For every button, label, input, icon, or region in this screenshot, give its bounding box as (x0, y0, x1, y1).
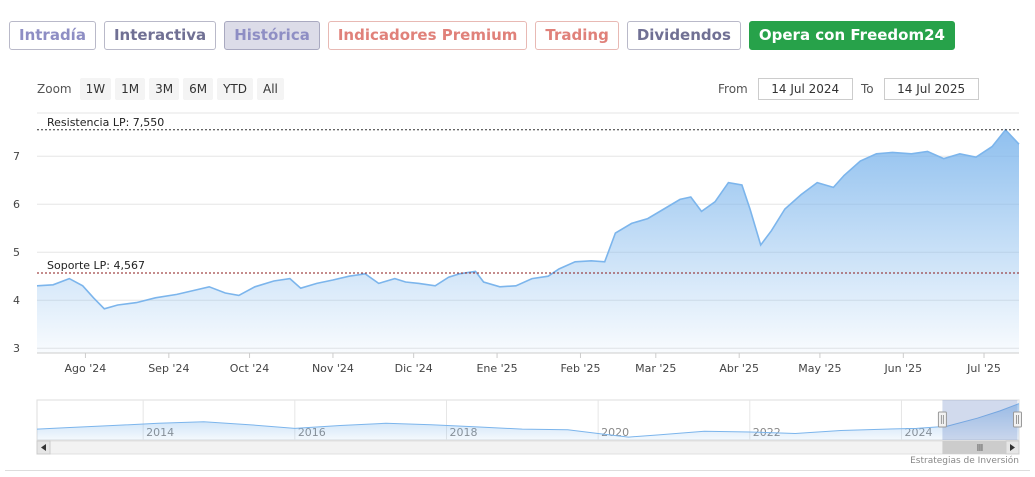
tab-dividendos[interactable]: Dividendos (626, 21, 741, 50)
from-label: From (718, 82, 748, 96)
navigator[interactable]: 201420162018202020222024 (36, 399, 1022, 455)
x-axis: Ago '24 Sep '24 Oct '24 Nov '24 Dic '24 Ene '… (37, 352, 1019, 375)
date-range-from: From 14 Jul 2024 (718, 78, 853, 100)
navigator-selection (942, 400, 1018, 440)
tab-indicadores-premium[interactable]: Indicadores Premium (327, 21, 528, 50)
zoom-all-button[interactable]: All (257, 78, 284, 100)
x-tick-label: Dic '24 (395, 362, 433, 375)
zoom-3m-button[interactable]: 3M (149, 78, 180, 100)
x-tick-label: Ene '25 (476, 362, 517, 375)
series-area-fill (37, 129, 1019, 353)
navigator-right-handle[interactable] (1012, 411, 1022, 428)
x-tick-label: May '25 (798, 362, 841, 375)
chart-tabs: Intradía Interactiva Histórica Indicador… (9, 21, 955, 50)
x-tick-label: Oct '24 (230, 362, 270, 375)
x-tick-label: Jul '25 (966, 362, 1001, 375)
zoom-6m-button[interactable]: 6M (183, 78, 214, 100)
navigator-left-handle[interactable] (937, 411, 947, 428)
arrow-right-icon (1010, 444, 1015, 451)
support-label: Soporte LP: 4,567 (47, 259, 145, 272)
from-date-input[interactable]: 14 Jul 2024 (757, 78, 853, 100)
y-tick-label: 4 (13, 294, 20, 307)
navigator-line (36, 403, 1020, 438)
arrow-left-icon (41, 444, 46, 451)
divider (5, 470, 1030, 471)
tab-historica[interactable]: Histórica (224, 21, 320, 50)
date-range-to: To 14 Jul 2025 (861, 78, 979, 100)
resistance-label: Resistencia LP: 7,550 (47, 116, 164, 129)
x-tick-label: Sep '24 (148, 362, 189, 375)
to-label: To (861, 82, 874, 96)
zoom-1m-button[interactable]: 1M (115, 78, 146, 100)
navigator-area (37, 403, 1019, 440)
series-area (36, 128, 1020, 353)
x-tick-label: Abr '25 (719, 362, 759, 375)
x-tick-label: Jun '25 (883, 362, 922, 375)
y-tick-label: 5 (13, 246, 20, 259)
zoom-ytd-button[interactable]: YTD (217, 78, 253, 100)
freedom24-button[interactable]: Opera con Freedom24 (748, 21, 955, 50)
series-line (36, 128, 1020, 310)
tab-interactiva[interactable]: Interactiva (103, 21, 217, 50)
to-date-input[interactable]: 14 Jul 2025 (883, 78, 979, 100)
zoom-selector: Zoom 1W 1M 3M 6M YTD All (37, 78, 284, 100)
tab-trading[interactable]: Trading (535, 21, 619, 50)
x-tick-label: Ago '24 (65, 362, 107, 375)
x-tick-label: Feb '25 (560, 362, 600, 375)
reference-lines: Resistencia LP: 7,550 Soporte LP: 4,567 (37, 116, 1019, 274)
y-tick-label: 6 (13, 198, 20, 211)
x-tick-label: Nov '24 (312, 362, 354, 375)
x-tick-label: Mar '25 (635, 362, 676, 375)
zoom-label: Zoom (37, 82, 72, 96)
chart-credit: Estrategias de Inversión (910, 456, 1019, 466)
y-tick-label: 7 (13, 150, 20, 163)
y-axis: 3 4 5 6 7 (13, 150, 20, 355)
y-tick-label: 3 (13, 342, 20, 355)
scrollbar-track (36, 440, 1020, 455)
zoom-1w-button[interactable]: 1W (79, 78, 112, 100)
tab-intradia[interactable]: Intradía (9, 21, 96, 50)
